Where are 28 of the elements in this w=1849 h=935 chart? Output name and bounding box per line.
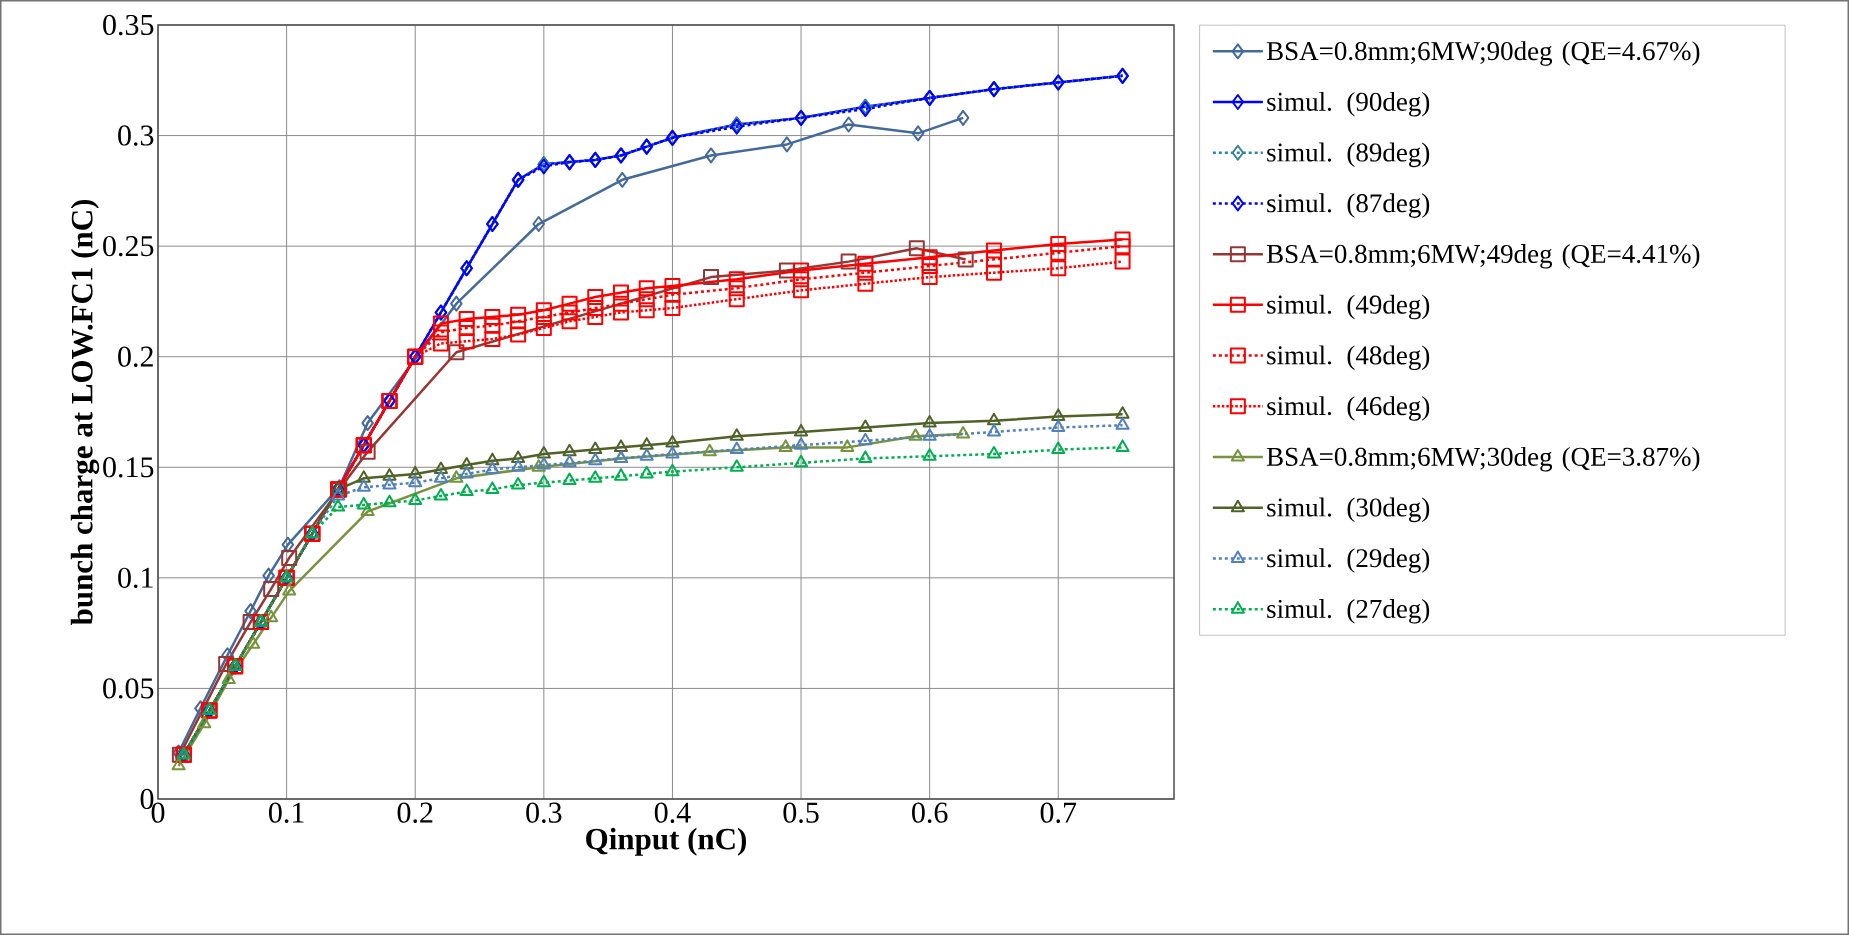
- y-axis-title: bunch charge at LOW.FC1 (nC): [70, 199, 100, 626]
- legend-label: simul. (48deg): [1267, 345, 1430, 371]
- y-tick-label: 0.35: [103, 14, 154, 36]
- legend-label: simul. (49deg): [1267, 294, 1430, 320]
- legend-label: simul. (27deg): [1267, 599, 1430, 624]
- legend-label: BSA=0.8mm;6MW;30deg (QE=3.87%): [1266, 446, 1700, 472]
- x-tick-label: 0.7: [1040, 802, 1077, 823]
- y-tick-label: 0.15: [103, 457, 154, 478]
- legend-label: simul. (29deg): [1267, 548, 1430, 573]
- legend-label: BSA=0.8mm;6MW;49deg (QE=4.41%): [1266, 244, 1700, 269]
- x-tick-label: 0.4: [654, 802, 691, 823]
- legend-label: simul. (46deg): [1267, 396, 1430, 421]
- legend-label: simul. (87deg): [1267, 193, 1430, 218]
- y-tick-label: 0.3: [118, 125, 154, 146]
- x-tick-label: 0.6: [912, 802, 948, 823]
- y-tick-label: 0.1: [118, 567, 153, 589]
- x-tick-label: 0.1: [269, 802, 304, 823]
- legend-label: simul. (89deg): [1267, 142, 1430, 168]
- x-tick-label: 0.2: [397, 802, 433, 823]
- x-tick-label: 0.3: [526, 802, 562, 823]
- legend-label: BSA=0.8mm;6MW;90deg (QE=4.67%): [1266, 41, 1700, 66]
- y-tick-label: 0.25: [103, 235, 154, 257]
- x-tick-label: 0.5: [783, 802, 819, 823]
- y-tick-label: 0.05: [103, 678, 154, 699]
- x-axis-title: Qinput (nC): [586, 827, 746, 856]
- y-tick-label: 0.2: [118, 346, 153, 367]
- legend-label: simul. (30deg): [1267, 497, 1430, 523]
- legend-label: simul. (90deg): [1267, 91, 1430, 117]
